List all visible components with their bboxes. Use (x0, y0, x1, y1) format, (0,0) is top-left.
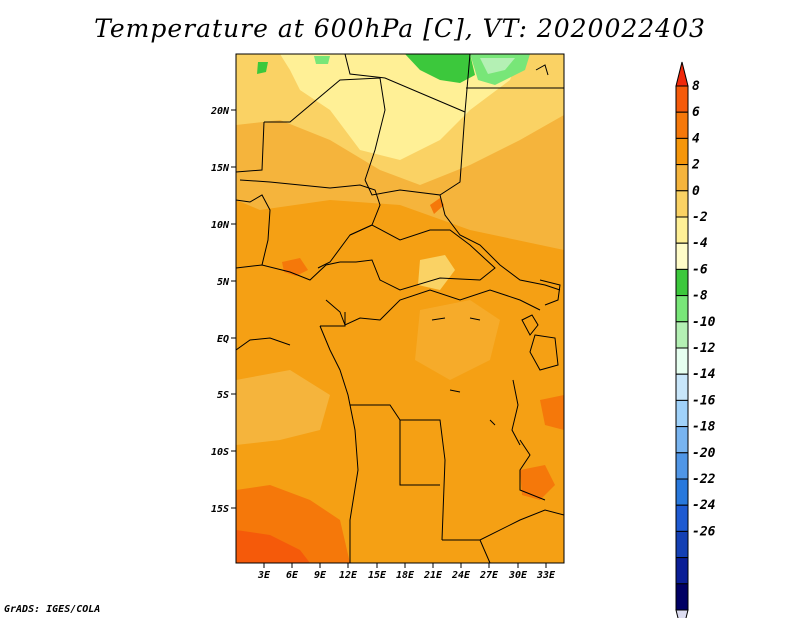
lon-label-18e: 18E (396, 570, 415, 581)
colorbar-swatch (675, 583, 689, 611)
colorbar-swatch (675, 373, 689, 401)
colorbar-label: -8 (692, 289, 708, 304)
colorbar-label: 8 (692, 79, 700, 94)
colorbar-arrow-bottom (675, 609, 689, 618)
colorbar-label: -12 (692, 341, 716, 356)
lon-label-24e: 24E (451, 570, 471, 581)
latitude-axis: 20N 15N 10N 5N EQ 5S 10S 15S (210, 106, 236, 515)
colorbar-swatch (675, 137, 689, 166)
lon-label-30e: 30E (508, 570, 528, 581)
lat-label-10s: 10S (211, 447, 229, 458)
colorbar-swatch (675, 85, 689, 113)
lat-label-5s: 5S (217, 390, 229, 401)
map-frame (235, 53, 565, 564)
colorbar-swatch (675, 164, 689, 192)
colorbar-swatch (675, 111, 689, 139)
lon-label-33e: 33E (536, 570, 556, 581)
colorbar-swatch (675, 557, 689, 585)
colorbar-swatch (675, 190, 689, 218)
lat-label-10n: 10N (211, 220, 230, 231)
colorbar-swatch (675, 216, 689, 244)
colorbar-swatch (675, 321, 689, 349)
lat-label-5n: 5N (217, 277, 230, 288)
lat-label-15s: 15S (211, 504, 229, 515)
colorbar-swatch (675, 530, 689, 559)
lon-label-15e: 15E (368, 570, 387, 581)
lon-label-6e: 6E (286, 570, 299, 581)
colorbar-swatch (675, 399, 689, 428)
lat-label-eq: EQ (217, 334, 229, 345)
colorbar-label: -20 (692, 446, 716, 461)
lon-label-27e: 27E (479, 570, 499, 581)
colorbar-swatch (675, 347, 689, 375)
colorbar: 8 6 4 2 0 -2 -4 -6 -8 -10 -12 -14 -16 -18 -20 -22 -24 -26 (675, 61, 716, 618)
colorbar-label: -14 (692, 367, 716, 382)
colorbar-label: -22 (692, 472, 716, 487)
lon-label-21e: 21E (423, 570, 443, 581)
colorbar-label: -2 (692, 210, 708, 225)
colorbar-label: -26 (692, 524, 716, 539)
colorbar-label: 4 (692, 131, 700, 146)
colorbar-swatch (675, 242, 689, 270)
colorbar-label: -16 (692, 393, 716, 408)
colorbar-label: -24 (692, 498, 716, 513)
colorbar-swatch (675, 504, 689, 532)
longitude-axis: 3E 6E 9E 12E 15E 18E 21E 24E 27E 30E 33E (257, 563, 556, 581)
colorbar-label: -6 (692, 262, 708, 277)
country-borders (236, 54, 564, 563)
colorbar-label: -4 (692, 236, 708, 251)
colorbar-label: 0 (692, 184, 700, 199)
colorbar-swatch (675, 426, 689, 454)
lon-label-9e: 9E (314, 570, 327, 581)
colorbar-swatch (675, 268, 689, 297)
lon-label-12e: 12E (339, 570, 358, 581)
colorbar-swatch (675, 478, 689, 506)
grads-credit: GrADS: IGES/COLA (4, 604, 101, 615)
colorbar-arrow-top (675, 61, 689, 87)
colorbar-label: 2 (691, 158, 700, 173)
colorbar-label: 6 (692, 105, 700, 120)
lat-label-20n: 20N (210, 106, 230, 117)
lat-label-15n: 15N (211, 163, 230, 174)
colorbar-label: -18 (692, 420, 716, 435)
colorbar-swatch (675, 452, 689, 480)
chart-title: Temperature at 600hPa [C], VT: 202002240… (94, 14, 706, 43)
colorbar-label: -10 (692, 315, 716, 330)
temperature-field (236, 54, 564, 563)
lon-label-3e: 3E (257, 570, 271, 581)
colorbar-swatch (675, 295, 689, 323)
